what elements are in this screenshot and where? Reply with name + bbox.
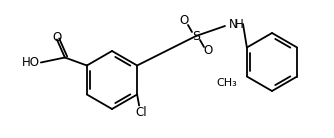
Text: O: O xyxy=(203,44,213,58)
Text: O: O xyxy=(52,31,61,44)
Text: HO: HO xyxy=(22,56,40,69)
Text: N: N xyxy=(229,18,237,30)
Text: CH₃: CH₃ xyxy=(216,79,237,88)
Text: Cl: Cl xyxy=(135,106,147,119)
Text: S: S xyxy=(192,30,200,43)
Text: H: H xyxy=(234,18,243,30)
Text: O: O xyxy=(179,14,189,27)
